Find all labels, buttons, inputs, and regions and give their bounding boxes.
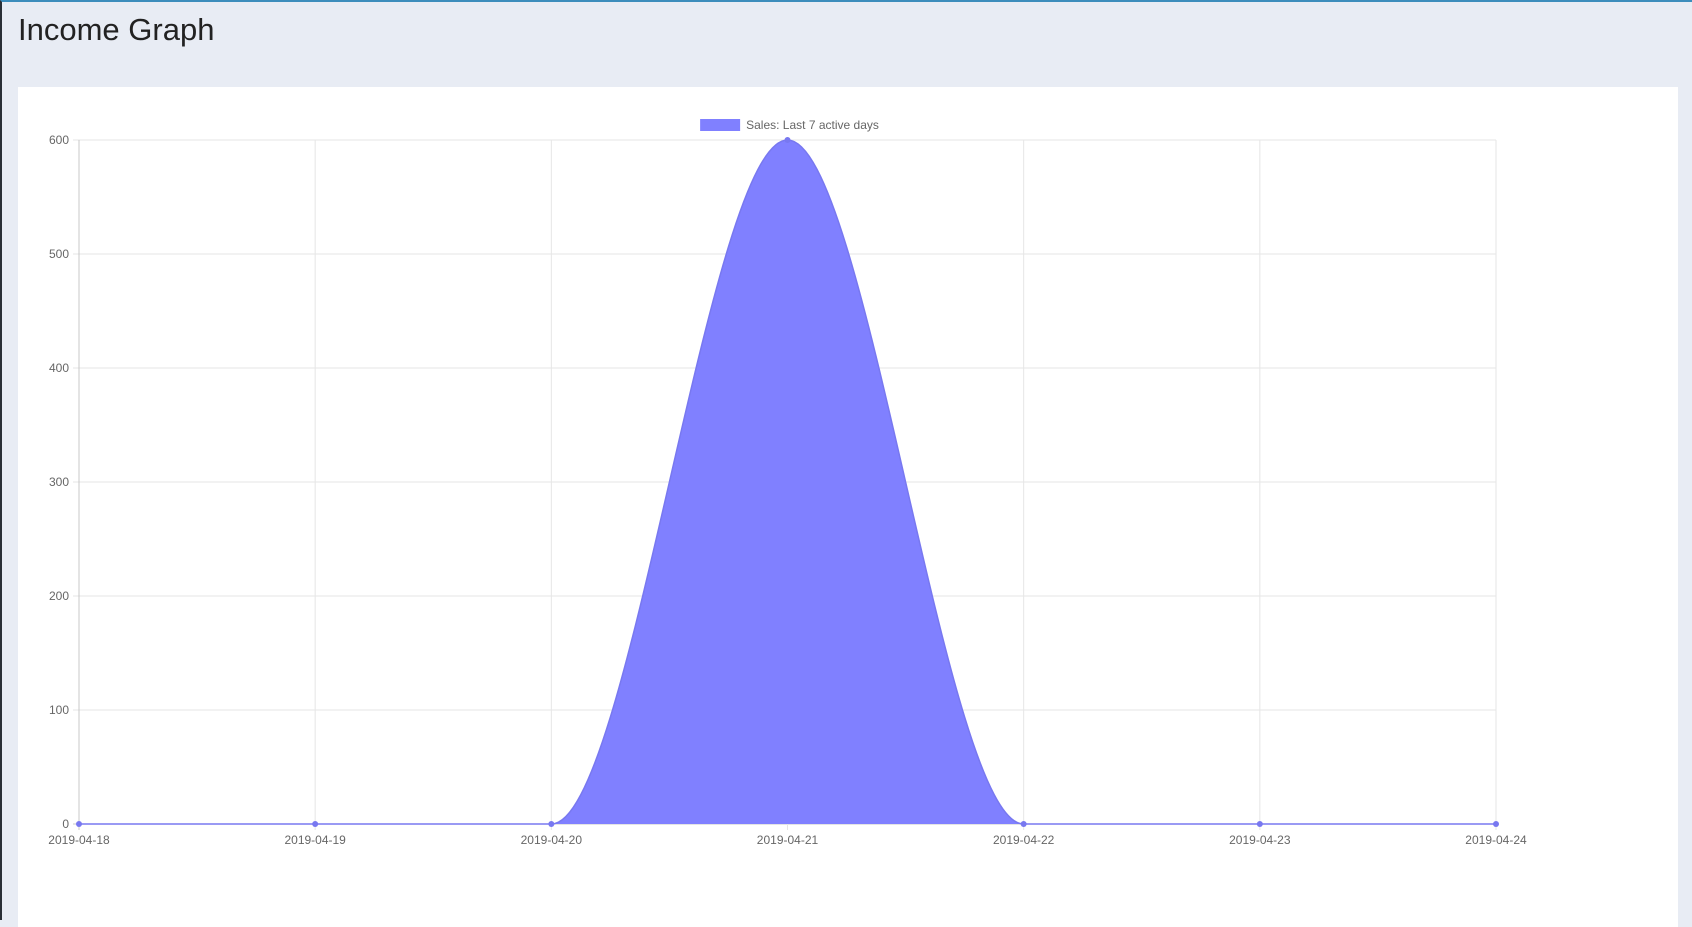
x-tick-label: 2019-04-24 bbox=[1465, 833, 1527, 847]
point-layer bbox=[76, 137, 1499, 827]
data-point[interactable] bbox=[548, 821, 555, 827]
data-point[interactable] bbox=[312, 821, 319, 827]
page-title: Income Graph bbox=[18, 12, 215, 47]
data-point[interactable] bbox=[1020, 821, 1027, 827]
series-area bbox=[79, 140, 1496, 824]
y-tick-label: 200 bbox=[49, 589, 69, 603]
x-tick-label: 2019-04-18 bbox=[48, 833, 110, 847]
y-axis-ticks: 0 100 200 300 400 500 600 bbox=[49, 133, 69, 831]
legend-label: Sales: Last 7 active days bbox=[746, 118, 879, 132]
y-tick-label: 400 bbox=[49, 361, 69, 375]
y-tick-label: 100 bbox=[49, 703, 69, 717]
y-tick-label: 500 bbox=[49, 247, 69, 261]
x-tick-label: 2019-04-20 bbox=[521, 833, 583, 847]
legend-swatch bbox=[700, 119, 741, 131]
y-tick-label: 300 bbox=[49, 475, 69, 489]
chart-legend[interactable]: Sales: Last 7 active days bbox=[700, 118, 879, 132]
x-tick-label: 2019-04-23 bbox=[1229, 833, 1291, 847]
data-point[interactable] bbox=[76, 821, 82, 827]
x-tick-label: 2019-04-21 bbox=[757, 833, 819, 847]
chart-card: 0 100 200 300 400 500 600 2019-04-18 2019-04-19… bbox=[18, 87, 1678, 927]
x-tick-label: 2019-04-22 bbox=[993, 833, 1055, 847]
y-tick-label: 0 bbox=[62, 817, 69, 831]
x-axis-ticks: 2019-04-18 2019-04-19 2019-04-20 2019-04-21… bbox=[48, 833, 1527, 847]
data-point[interactable] bbox=[784, 137, 791, 143]
y-tick-label: 600 bbox=[49, 133, 69, 147]
income-chart: 0 100 200 300 400 500 600 2019-04-18 2019-04-19… bbox=[48, 118, 1527, 847]
x-tick-label: 2019-04-19 bbox=[284, 833, 346, 847]
data-point[interactable] bbox=[1256, 821, 1263, 827]
data-point[interactable] bbox=[1493, 821, 1499, 827]
